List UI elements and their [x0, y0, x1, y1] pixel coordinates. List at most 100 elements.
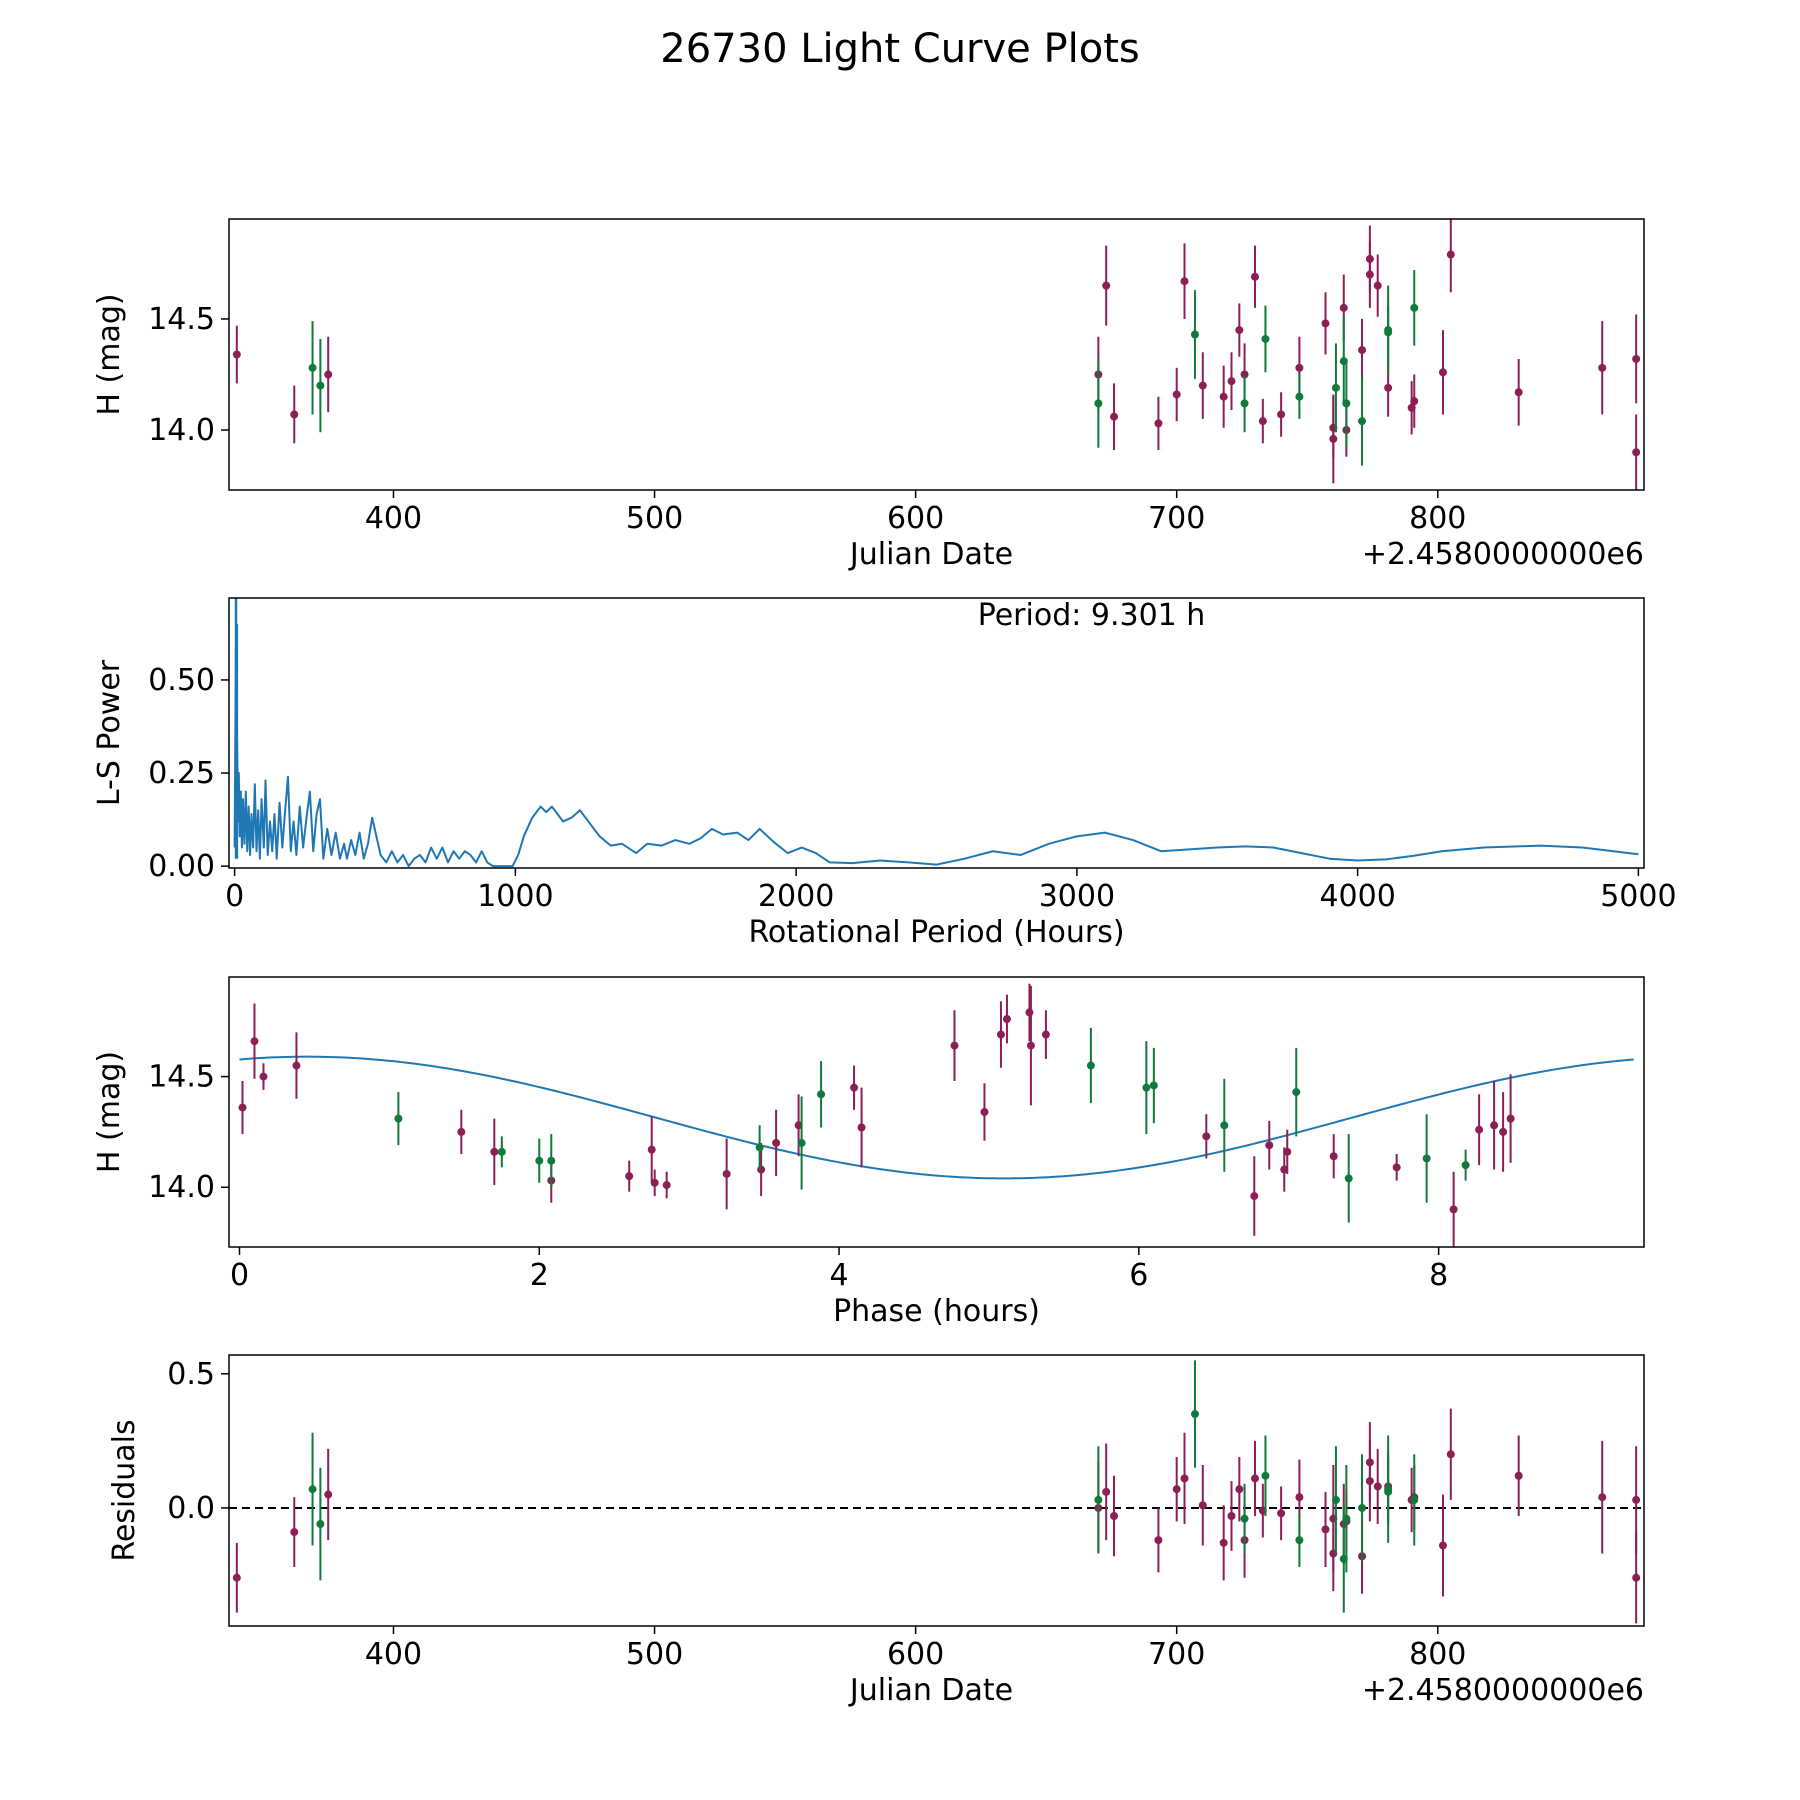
data-point-red — [1251, 272, 1260, 281]
data-point-red — [1514, 1471, 1523, 1480]
data-point-green — [1358, 417, 1367, 426]
residuals-axes-frame — [228, 1354, 1645, 1627]
y-tick-label: 14.5 — [148, 302, 215, 337]
data-point-red — [1475, 1125, 1484, 1134]
x-tick-label: 800 — [1409, 501, 1466, 536]
data-point-red — [1180, 277, 1189, 286]
data-point-red — [1041, 1030, 1050, 1039]
data-point-green — [1190, 1410, 1199, 1419]
data-point-green — [1422, 1154, 1431, 1163]
data-point-red — [1438, 1541, 1447, 1550]
data-point-green — [755, 1143, 764, 1152]
residuals-panel: 400 500 600 700 800 0.0 0.5 Julian Date Residual… — [107, 1354, 1645, 1708]
data-point-red — [1283, 1147, 1292, 1156]
data-point-red — [290, 410, 299, 419]
data-point-red — [1365, 1477, 1374, 1486]
data-point-red — [1514, 388, 1523, 397]
data-point-red — [250, 1037, 259, 1046]
data-point-red — [1277, 1509, 1286, 1518]
data-point-red — [1410, 397, 1419, 406]
period-annotation: Period: 9.301 h — [978, 598, 1206, 633]
periodogram-line — [233, 623, 1639, 868]
data-point-red — [1373, 1482, 1382, 1491]
x-tick-label: 2 — [530, 1258, 549, 1293]
y-tick-label: 0.00 — [148, 849, 215, 884]
y-tick-label: 14.0 — [148, 1170, 215, 1205]
phase-folded-axes-frame — [228, 976, 1645, 1248]
data-point-green — [1094, 399, 1103, 408]
y-axis-label: Residuals — [107, 1419, 142, 1561]
data-point-green — [1295, 392, 1304, 401]
data-point-red — [1321, 1525, 1330, 1534]
data-point-red — [1172, 1485, 1181, 1494]
data-point-red — [857, 1123, 866, 1132]
data-point-red — [1446, 1450, 1455, 1459]
data-point-green — [1410, 1495, 1419, 1504]
data-point-red — [232, 1573, 241, 1582]
data-point-green — [1410, 303, 1419, 312]
x-axis-label: Julian Date — [848, 1673, 1013, 1708]
data-point-red — [324, 370, 333, 379]
data-point-red — [1632, 1495, 1641, 1504]
data-point-red — [1392, 1163, 1401, 1172]
y-tick-label: 0.0 — [167, 1491, 215, 1526]
data-point-red — [1277, 410, 1286, 419]
phase-folded-plot-area — [238, 983, 1634, 1247]
data-point-green — [1384, 1485, 1393, 1494]
data-point-red — [1258, 417, 1267, 426]
y-tick-label: 14.0 — [148, 413, 215, 448]
data-point-red — [1598, 1493, 1607, 1502]
phase-folded-panel: 0 2 4 6 8 14.0 14.5 Phase (hours) H (mag) — [92, 976, 1645, 1329]
data-point-red — [490, 1147, 499, 1156]
data-point-red — [980, 1108, 989, 1116]
data-point-red — [1198, 1501, 1207, 1510]
x-tick-label: 700 — [1148, 1637, 1205, 1672]
data-point-red — [996, 1030, 1005, 1039]
y-tick-label: 0.5 — [167, 1357, 215, 1392]
data-point-red — [1446, 250, 1455, 259]
data-point-red — [1321, 319, 1330, 328]
data-point-green — [1461, 1161, 1470, 1170]
data-point-green — [1384, 326, 1393, 335]
x-tick-label: 0 — [225, 879, 244, 914]
data-point-red — [1499, 1127, 1508, 1136]
x-axis-label: Phase (hours) — [833, 1294, 1040, 1329]
x-tick-label: 4000 — [1319, 879, 1395, 914]
x-tick-label: 600 — [887, 1637, 944, 1672]
x-tick-label: 5000 — [1600, 879, 1676, 914]
data-point-green — [1292, 1088, 1301, 1097]
y-axis-label: H (mag) — [92, 293, 127, 415]
light-curve-panel: 400 500 600 700 800 14.0 14.5 Julian Date H (mag… — [92, 218, 1645, 572]
data-point-red — [1235, 326, 1244, 335]
data-point-red — [1227, 377, 1236, 386]
x-tick-label: 600 — [887, 501, 944, 536]
data-point-red — [1110, 1511, 1119, 1520]
data-point-red — [1365, 270, 1374, 279]
data-point-green — [497, 1147, 506, 1156]
data-point-red — [238, 1103, 247, 1112]
data-point-red — [1102, 1487, 1111, 1496]
x-tick-label: 8 — [1429, 1258, 1448, 1293]
data-point-red — [1025, 1008, 1034, 1017]
data-point-green — [1086, 1061, 1095, 1070]
x-tick-label: 700 — [1148, 501, 1205, 536]
data-point-red — [290, 1528, 299, 1537]
data-point-red — [1438, 368, 1447, 377]
y-tick-label: 14.5 — [148, 1060, 215, 1095]
data-point-green — [1331, 1495, 1340, 1504]
x-offset-text: +2.4580000000e6 — [1362, 1673, 1644, 1708]
data-point-green — [1344, 1174, 1353, 1183]
data-point-green — [1240, 1514, 1249, 1523]
y-axis-label: H (mag) — [92, 1051, 127, 1173]
data-point-green — [797, 1138, 806, 1147]
x-tick-label: 500 — [626, 501, 683, 536]
data-point-red — [292, 1061, 301, 1070]
data-point-red — [1198, 381, 1207, 390]
x-tick-label: 500 — [626, 1637, 683, 1672]
data-point-green — [1261, 334, 1270, 343]
data-point-green — [1190, 330, 1199, 339]
data-point-red — [1265, 1141, 1274, 1150]
data-point-red — [1373, 281, 1382, 290]
light-curve-axes-frame — [228, 218, 1645, 491]
